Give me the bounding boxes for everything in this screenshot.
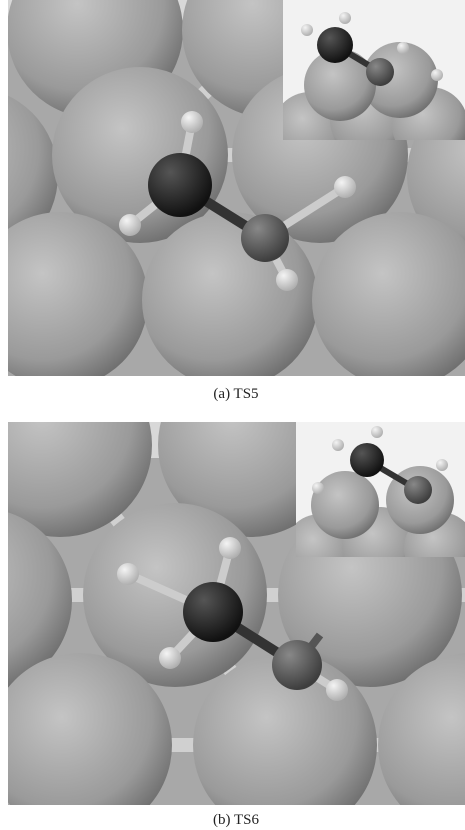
page: {"figures": [{"caption": "(a) TS5"}, {"c… (0, 0, 465, 830)
figure: (a) TS5 (0, 0, 465, 830)
panel-b (0, 353, 465, 830)
caption: (b) TS6 (213, 812, 259, 828)
caption: (a) TS5 (213, 386, 258, 402)
panel-a (0, 0, 465, 388)
